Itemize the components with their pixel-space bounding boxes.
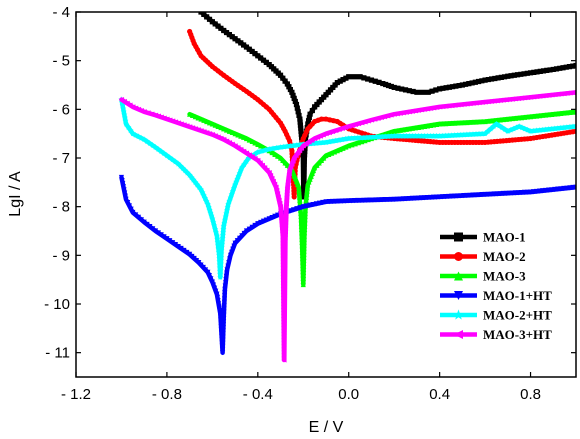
legend-label: MAO-2 <box>483 249 526 264</box>
legend-marker <box>454 330 463 339</box>
plot-frame <box>75 11 577 378</box>
legend-item: MAO-1 <box>440 230 526 245</box>
series-markers <box>118 174 576 356</box>
y-tick-label: - 4 <box>52 4 70 21</box>
legend-marker <box>454 252 463 261</box>
x-tick-label: - 1.2 <box>61 386 91 403</box>
legend-item: MAO-2+HT <box>440 308 552 323</box>
y-tick-label: - 6 <box>52 101 70 118</box>
legend-item: MAO-2 <box>440 249 526 264</box>
legend-marker <box>454 291 463 300</box>
legend-item: MAO-3 <box>440 269 526 284</box>
x-tick-label: 0.4 <box>429 386 450 403</box>
legend-marker <box>454 232 463 242</box>
axis-layer: - 1.2 - 0.8 - 0.4 0.0 0.4 0.8 - 4 - 5 - 6 - 7 - 8 -… <box>44 4 576 403</box>
legend-marker <box>454 271 463 281</box>
series-layer <box>118 12 576 363</box>
x-tick-label: 0.8 <box>520 386 541 403</box>
y-tick-label: - 10 <box>44 296 70 313</box>
legend: MAO-1 MAO-2 MAO-3 MAO-1+HT MAO-2+HT MAO-3+HT <box>440 230 552 342</box>
y-tick-label: - 7 <box>52 150 70 167</box>
series-mao-1 <box>198 12 576 200</box>
series-mao-2 <box>187 28 576 200</box>
series-line <box>198 12 576 200</box>
series-markers <box>198 12 576 200</box>
legend-item: MAO-1+HT <box>440 288 552 303</box>
x-tick-label: - 0.8 <box>152 386 182 403</box>
x-tick-label: 0.0 <box>338 386 359 403</box>
legend-marker <box>453 309 464 320</box>
legend-label: MAO-3 <box>483 269 526 284</box>
y-tick-label: - 8 <box>52 199 70 216</box>
series-markers <box>187 28 576 200</box>
x-tick-label: - 0.4 <box>243 386 273 403</box>
legend-label: MAO-1+HT <box>483 288 552 303</box>
series-line <box>187 29 576 200</box>
series-markers <box>118 90 576 363</box>
y-tick-label: - 11 <box>45 345 70 362</box>
x-axis-title: E / V <box>309 419 344 436</box>
series-mao-3 <box>187 109 576 288</box>
legend-label: MAO-1 <box>483 230 526 245</box>
legend-label: MAO-3+HT <box>483 327 552 342</box>
series-mao-3-ht <box>118 90 576 363</box>
legend-item: MAO-3+HT <box>440 327 552 342</box>
legend-label: MAO-2+HT <box>483 308 552 323</box>
y-tick-label: - 9 <box>52 247 70 264</box>
y-tick-label: - 5 <box>52 53 70 70</box>
y-axis-title: LgI / A <box>7 171 24 217</box>
